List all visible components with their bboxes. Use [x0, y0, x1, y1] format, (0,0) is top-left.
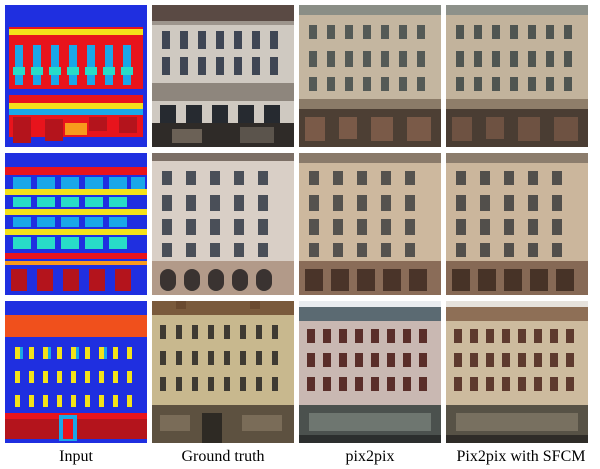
sfcm-result-1	[446, 5, 588, 147]
caption-input: Input	[59, 448, 93, 465]
pix2pix-result-2	[299, 153, 441, 295]
input-label-map-3	[5, 301, 147, 443]
caption-ground-truth: Ground truth	[181, 448, 265, 465]
pix2pix-result-1	[299, 5, 441, 147]
ground-truth-photo-3	[152, 301, 294, 443]
ground-truth-photo-2	[152, 153, 294, 295]
sfcm-result-3	[446, 301, 588, 443]
caption-pix2pix: pix2pix	[345, 448, 395, 465]
ground-truth-photo-1	[152, 5, 294, 147]
input-label-map-2	[5, 153, 147, 295]
sfcm-result-2	[446, 153, 588, 295]
pix2pix-result-3	[299, 301, 441, 443]
input-label-map-1	[5, 5, 147, 147]
caption-pix2pix-sfcm: Pix2pix with SFCM	[456, 448, 586, 465]
